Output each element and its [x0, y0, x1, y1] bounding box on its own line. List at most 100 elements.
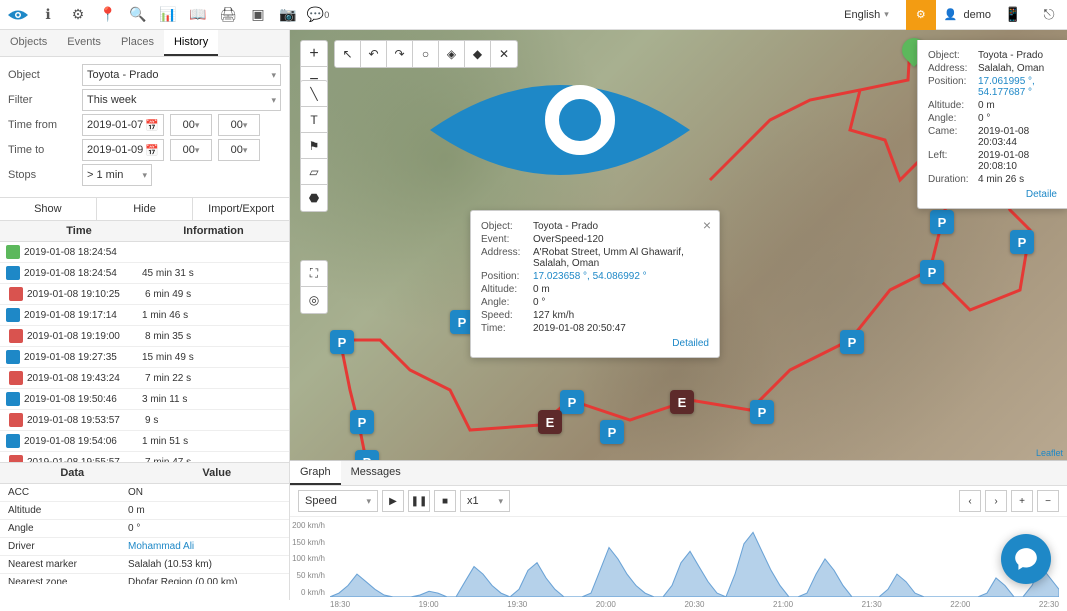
tool-shield1[interactable]: ◈: [439, 41, 465, 67]
history-row[interactable]: 2019-01-08 19:54:061 min 51 s: [0, 431, 289, 452]
to-date[interactable]: 2019-01-09📅: [82, 139, 164, 161]
map-marker[interactable]: P: [330, 330, 354, 354]
from-min[interactable]: 00: [218, 114, 260, 136]
map-marker[interactable]: E: [670, 390, 694, 414]
map[interactable]: + − ↖ ↶ ↷ ○ ◈ ◆ ✕ ╲ T ⚑ ▱ ⬣: [290, 30, 1067, 460]
from-date[interactable]: 2019-01-07📅: [82, 114, 164, 136]
history-row[interactable]: 2019-01-08 19:55:577 min 47 s: [0, 452, 289, 462]
location-icon[interactable]: 📍: [94, 1, 122, 29]
import-export-button[interactable]: Import/Export: [193, 198, 289, 220]
data-key: ACC: [8, 487, 128, 498]
map-marker[interactable]: P: [350, 410, 374, 434]
theme-button[interactable]: ⚙: [906, 0, 936, 30]
mobile-icon[interactable]: 📱: [999, 1, 1027, 29]
tool-text[interactable]: T: [301, 107, 327, 133]
popup-value[interactable]: 17.023658 °, 54.086992 °: [533, 271, 709, 282]
tool-circle[interactable]: ○: [413, 41, 439, 67]
info-icon[interactable]: ℹ: [34, 1, 62, 29]
tab-graph[interactable]: Graph: [290, 461, 341, 485]
popup-close[interactable]: ×: [703, 217, 711, 233]
tool-pointer[interactable]: ↖: [335, 41, 361, 67]
history-list[interactable]: 2019-01-08 18:24:542019-01-08 18:24:5445…: [0, 242, 289, 462]
history-row[interactable]: 2019-01-08 19:53:579 s: [0, 410, 289, 431]
tool-redo[interactable]: ↷: [387, 41, 413, 67]
tab-places[interactable]: Places: [111, 30, 164, 56]
logo-icon[interactable]: [4, 1, 32, 29]
print-icon[interactable]: 🖨: [214, 1, 242, 29]
window-icon[interactable]: ▣: [244, 1, 272, 29]
popup-value[interactable]: 17.061995 °, 54.177687 °: [978, 76, 1057, 98]
map-marker[interactable]: E: [538, 410, 562, 434]
stop-button[interactable]: ■: [434, 490, 456, 512]
logout-icon[interactable]: ⎋: [1035, 1, 1063, 29]
popup-detailed-link[interactable]: Detailed: [481, 338, 709, 349]
zoom-out-chart[interactable]: −: [1037, 490, 1059, 512]
tab-objects[interactable]: Objects: [0, 30, 57, 56]
stops-label: Stops: [8, 169, 76, 181]
history-row[interactable]: 2019-01-08 19:10:256 min 49 s: [0, 284, 289, 305]
object-label: Object: [8, 69, 76, 81]
history-row[interactable]: 2019-01-08 19:43:247 min 22 s: [0, 368, 289, 389]
show-button[interactable]: Show: [0, 198, 97, 220]
history-row[interactable]: 2019-01-08 19:50:463 min 11 s: [0, 389, 289, 410]
zoom-in[interactable]: +: [301, 41, 327, 67]
filter-form: Object Toyota - Prado Filter This week T…: [0, 57, 289, 193]
search-icon[interactable]: 🔍: [124, 1, 152, 29]
map-marker[interactable]: P: [750, 400, 774, 424]
settings-icon[interactable]: ⚙: [64, 1, 92, 29]
history-row[interactable]: 2019-01-08 19:19:008 min 35 s: [0, 326, 289, 347]
map-marker[interactable]: P: [355, 450, 379, 460]
book-icon[interactable]: 📖: [184, 1, 212, 29]
prev-button[interactable]: ‹: [959, 490, 981, 512]
popup-value: 2019-01-08 20:50:47: [533, 323, 709, 334]
speed-select[interactable]: x1: [460, 490, 510, 512]
hide-button[interactable]: Hide: [97, 198, 194, 220]
speed-chart[interactable]: 200 km/h150 km/h100 km/h50 km/h0 km/h 18…: [290, 517, 1067, 611]
data-value-list[interactable]: ACCONAltitude0 mAngle0 °DriverMohammad A…: [0, 484, 289, 584]
data-value: Salalah (10.53 km): [128, 559, 281, 570]
play-button[interactable]: ▶: [382, 490, 404, 512]
map-marker[interactable]: P: [840, 330, 864, 354]
data-value[interactable]: Mohammad Ali: [128, 541, 281, 552]
tool-undo[interactable]: ↶: [361, 41, 387, 67]
zoom-in-chart[interactable]: +: [1011, 490, 1033, 512]
popup2-detailed-link[interactable]: Detaile: [928, 189, 1057, 200]
filter-select[interactable]: This week: [82, 89, 281, 111]
tool-shield2[interactable]: ◆: [465, 41, 491, 67]
stops-select[interactable]: > 1 min: [82, 164, 152, 186]
map-marker[interactable]: P: [930, 210, 954, 234]
camera-icon[interactable]: 📷: [274, 1, 302, 29]
reports-icon[interactable]: 📊: [154, 1, 182, 29]
tab-messages[interactable]: Messages: [341, 461, 411, 485]
pause-button[interactable]: ❚❚: [408, 490, 430, 512]
next-button[interactable]: ›: [985, 490, 1007, 512]
tool-marker[interactable]: ⬣: [301, 185, 327, 211]
from-hour[interactable]: 00: [170, 114, 212, 136]
tab-events[interactable]: Events: [57, 30, 111, 56]
tool-close[interactable]: ✕: [491, 41, 517, 67]
map-marker[interactable]: P: [560, 390, 584, 414]
to-min[interactable]: 00: [218, 139, 260, 161]
map-marker[interactable]: P: [600, 420, 624, 444]
history-row[interactable]: 2019-01-08 18:24:5445 min 31 s: [0, 263, 289, 284]
chat-bubble[interactable]: [1001, 534, 1051, 584]
history-row[interactable]: 2019-01-08 19:17:141 min 46 s: [0, 305, 289, 326]
tool-expand[interactable]: ⛶: [301, 261, 327, 287]
user-menu[interactable]: 👤 demo: [944, 8, 991, 21]
tool-line[interactable]: ╲: [301, 81, 327, 107]
history-row[interactable]: 2019-01-08 19:27:3515 min 49 s: [0, 347, 289, 368]
leaflet-attribution[interactable]: Leaflet: [1036, 448, 1063, 458]
map-marker[interactable]: P: [1010, 230, 1034, 254]
tool-flag[interactable]: ⚑: [301, 133, 327, 159]
tool-target[interactable]: ◎: [301, 287, 327, 313]
col-info: Information: [138, 221, 289, 241]
chat-icon[interactable]: 💬0: [304, 1, 332, 29]
history-row[interactable]: 2019-01-08 18:24:54: [0, 242, 289, 263]
metric-select[interactable]: Speed: [298, 490, 378, 512]
map-marker[interactable]: P: [920, 260, 944, 284]
language-selector[interactable]: English: [835, 4, 898, 26]
to-hour[interactable]: 00: [170, 139, 212, 161]
object-select[interactable]: Toyota - Prado: [82, 64, 281, 86]
tool-poly[interactable]: ▱: [301, 159, 327, 185]
tab-history[interactable]: History: [164, 30, 218, 56]
